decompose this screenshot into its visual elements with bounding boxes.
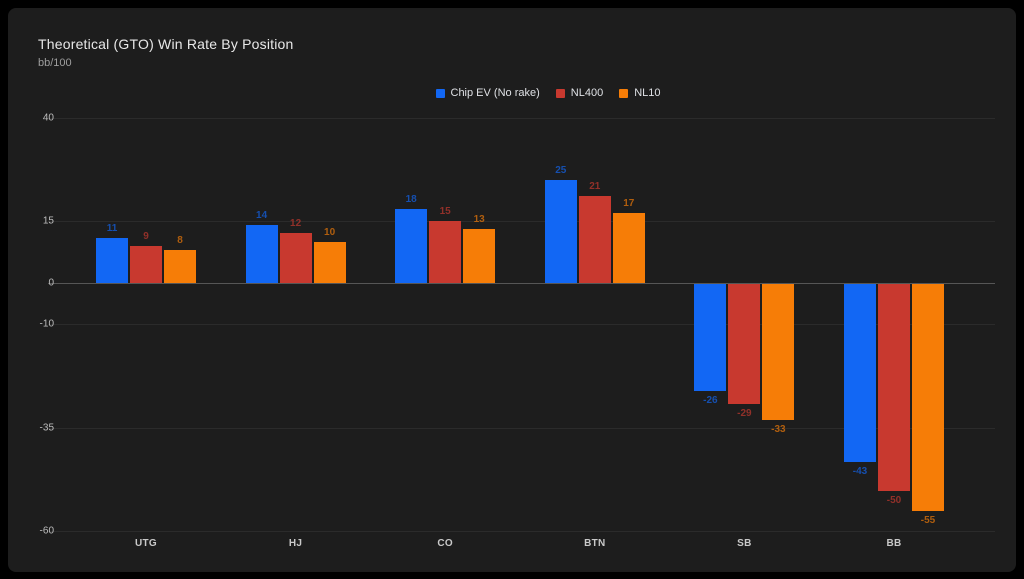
y-axis-tick-label: 15 [42,215,54,227]
bar-hj-series-0[interactable] [245,225,278,283]
bar-value-label: -26 [703,395,718,407]
legend-item-0[interactable]: Chip EV (No rake) [435,87,540,99]
bar-bb-series-2[interactable] [912,284,944,512]
bar-value-label: 12 [290,218,302,230]
bar-value-label: 17 [623,197,635,209]
legend-item-label: Chip EV (No rake) [450,87,540,99]
bar-sb-series-1[interactable] [728,284,761,404]
gridline [48,324,995,326]
gridline [48,221,995,223]
chart-legend: Chip EV (No rake) NL400 NL10 [93,87,1003,99]
legend-swatch-icon [555,88,565,98]
bar-sb-series-2[interactable] [762,284,795,421]
legend-swatch-icon [619,88,629,98]
chart-card: Theoretical (GTO) Win Rate By Position b… [8,8,1016,572]
x-axis-label-co: CO [437,538,453,549]
y-axis-tick-label: -10 [39,318,54,330]
bar-utg-series-1[interactable] [130,245,162,283]
bar-value-label: -50 [886,494,902,506]
bar-hj-series-2[interactable] [313,241,346,283]
bar-co-series-0[interactable] [395,208,428,283]
y-axis-tick-label: -35 [39,422,54,434]
bar-value-label: 25 [555,164,567,176]
y-axis-tick-label: -60 [39,525,54,537]
bar-btn-series-2[interactable] [612,212,645,283]
bar-sb-series-0[interactable] [694,284,727,392]
chart-subtitle: bb/100 [38,57,72,69]
bar-bb-series-1[interactable] [878,284,910,491]
legend-item-2[interactable]: NL10 [619,87,660,99]
gridline [48,530,995,532]
bar-value-label: 21 [589,181,601,193]
chart-title: Theoretical (GTO) Win Rate By Position [38,36,294,52]
y-axis-tick-label: 40 [42,112,54,124]
x-axis-label-sb: SB [737,538,752,549]
bar-value-label: 14 [256,210,268,222]
x-axis-label-bb: BB [886,538,902,549]
bar-value-label: 13 [473,214,485,226]
legend-item-label: NL10 [634,87,661,99]
bar-value-label: -33 [771,424,786,436]
bar-hj-series-1[interactable] [279,233,312,283]
x-axis-label-utg: UTG [134,538,158,549]
bar-utg-series-2[interactable] [164,249,196,283]
bar-co-series-2[interactable] [463,229,496,283]
bar-value-label: -55 [920,515,936,527]
bar-value-label: 18 [405,193,417,205]
gridline [48,117,995,119]
bar-value-label: 10 [324,226,336,238]
y-axis-tick-label: 0 [48,277,54,289]
x-axis-label-btn: BTN [584,538,606,549]
bar-value-label: 15 [439,206,451,218]
bar-btn-series-0[interactable] [544,179,577,283]
bar-co-series-1[interactable] [429,221,462,283]
bar-value-label: -43 [852,465,868,477]
bar-value-label: 11 [106,222,118,234]
x-axis-label-hj: HJ [288,538,303,549]
bar-value-label: 8 [177,234,183,246]
legend-item-label: NL400 [570,87,604,99]
legend-item-1[interactable]: NL400 [555,87,604,99]
bar-bb-series-0[interactable] [844,284,876,462]
bar-value-label: -29 [737,407,752,419]
gridline [48,427,995,429]
zero-baseline [48,283,995,284]
bar-value-label: 9 [143,230,149,242]
legend-swatch-icon [435,88,445,98]
bar-btn-series-1[interactable] [578,196,611,283]
bar-utg-series-0[interactable] [96,237,128,283]
